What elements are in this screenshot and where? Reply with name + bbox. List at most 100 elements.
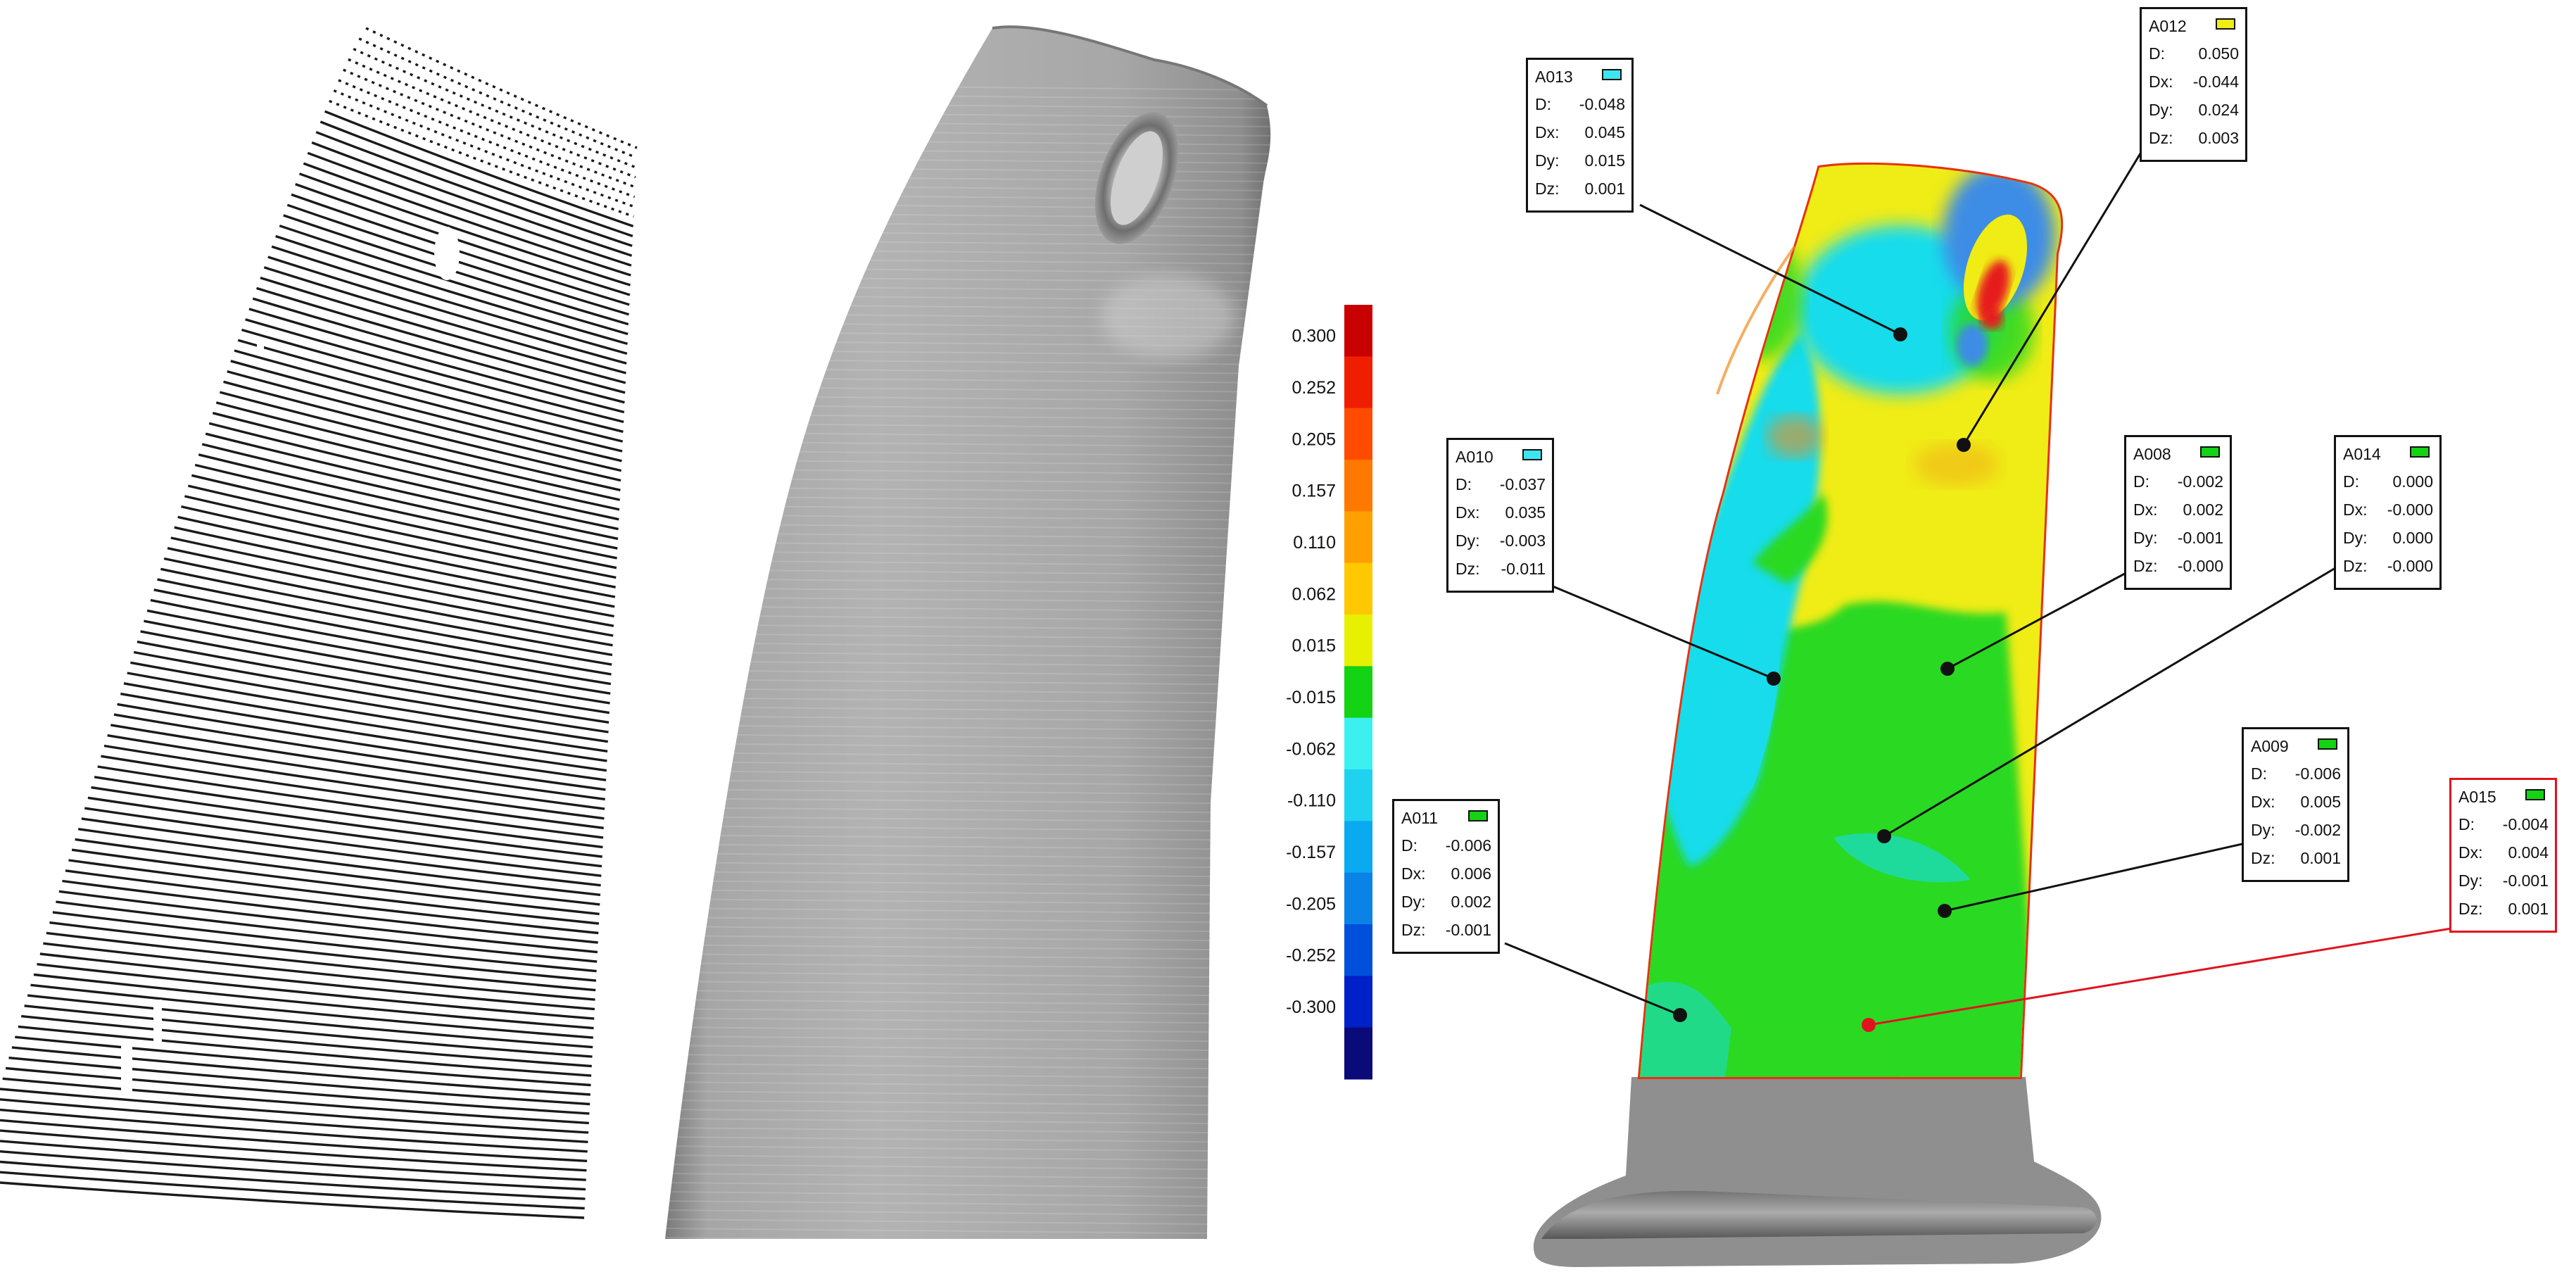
model-striation	[665, 1100, 1271, 1107]
annotation-color-swatch	[1468, 810, 1488, 821]
scan-line	[167, 547, 614, 637]
annotation-value: 0.001	[1584, 180, 1625, 198]
annotation-value: -0.000	[2387, 557, 2433, 575]
model-striation	[665, 1072, 1271, 1079]
scan-line	[146, 609, 611, 695]
annotation-value: -0.006	[1445, 836, 1491, 855]
color-bar-segment	[1344, 1027, 1372, 1080]
model-striation	[665, 1045, 1271, 1052]
scan-line	[205, 432, 619, 531]
model-striation	[665, 1145, 1271, 1152]
annotation-value: 0.000	[2392, 529, 2433, 547]
model-striation	[665, 917, 1271, 924]
scan-line	[170, 536, 614, 627]
annotation-value: 0.006	[1451, 864, 1491, 883]
annotation-row: Dy: -0.001	[2133, 529, 2223, 550]
annotation-key: Dx:	[2251, 793, 2275, 811]
annotation-row: Dy: -0.002	[2251, 821, 2341, 842]
annotation-row: Dy: 0.024	[2149, 101, 2239, 122]
annotation-a012[interactable]: A012 D: 0.050 Dx: -0.044 Dy: 0.024 Dz: 0.003	[2140, 7, 2247, 162]
annotation-value: 0.050	[2198, 44, 2239, 63]
scan-line	[245, 318, 624, 424]
scan-line	[163, 557, 613, 647]
scan-line	[215, 401, 621, 501]
annotation-row: D: -0.006	[1401, 836, 1491, 857]
scan-line	[227, 370, 622, 472]
color-bar-tick-label: 0.110	[1293, 533, 1336, 553]
scan-line	[84, 807, 602, 877]
annotation-key: Dz:	[1535, 180, 1560, 198]
annotation-a008[interactable]: A008 D: -0.002 Dx: 0.002 Dy: -0.001 Dz: -0.000	[2124, 435, 2232, 590]
shaded-scan-model	[665, 25, 1271, 1240]
scan-line	[157, 578, 612, 666]
annotation-key: D:	[2458, 815, 2475, 833]
color-bar-tick-label: 0.205	[1292, 429, 1336, 449]
anchor-point-a010	[1767, 672, 1781, 686]
model-striation	[665, 1035, 1271, 1043]
scan-line	[62, 879, 598, 944]
annotation-key: Dz:	[2251, 849, 2275, 867]
scan-line	[52, 911, 597, 973]
scan-line	[77, 828, 601, 896]
anchor-point-a013	[1893, 327, 1907, 341]
color-bar-tick-label: -0.205	[1286, 894, 1336, 914]
annotation-value: -0.004	[2502, 815, 2549, 833]
color-bar-segment	[1344, 511, 1372, 564]
model-striation	[665, 898, 1271, 905]
scan-line	[15, 1035, 591, 1087]
scan-line	[184, 495, 616, 588]
color-bar-tick-label: -0.300	[1286, 997, 1336, 1017]
annotation-row: Dx: -0.044	[2149, 73, 2239, 94]
scan-line	[248, 308, 625, 414]
scan-line	[219, 391, 621, 491]
model-striation	[665, 1219, 1271, 1226]
deviation-map	[1533, 162, 2102, 1267]
annotation-a015[interactable]: A015 D: -0.004 Dx: 0.004 Dy: -0.001 Dz: 0.001	[2449, 778, 2557, 933]
scan-line	[101, 755, 604, 829]
model-striation	[665, 999, 1271, 1006]
scan-line	[212, 412, 620, 511]
annotation-row: Dz: -0.000	[2343, 557, 2433, 578]
annotation-a009[interactable]: A009 D: -0.006 Dx: 0.005 Dy: -0.002 Dz: 0.001	[2242, 727, 2349, 882]
model-striation	[665, 788, 1271, 795]
color-bar-tick-label: -0.110	[1287, 791, 1336, 811]
annotation-value: -0.006	[2294, 764, 2341, 783]
model-striation	[665, 1054, 1271, 1061]
annotation-value: -0.002	[2294, 821, 2341, 839]
annotation-color-swatch	[1602, 69, 1622, 80]
annotation-id: A014	[2343, 445, 2381, 463]
annotation-a013[interactable]: A013 D: -0.048 Dx: 0.045 Dy: 0.015 Dz: 0.001	[1526, 58, 1634, 213]
model-striation	[665, 871, 1271, 878]
annotation-key: D:	[2149, 44, 2165, 63]
color-bar-segment	[1344, 769, 1372, 821]
annotation-row: Dz: 0.001	[1535, 180, 1625, 201]
scan-line	[94, 776, 603, 849]
annotation-a014[interactable]: A014 D: 0.000 Dx: -0.000 Dy: 0.000 Dz: -0.000	[2334, 435, 2442, 590]
annotation-row: Dx: 0.006	[1401, 864, 1491, 886]
scan-line	[252, 297, 625, 404]
model-surface-striations	[665, 84, 1271, 1240]
model-striation	[665, 834, 1271, 841]
annotation-a010[interactable]: A010 D: -0.037 Dx: 0.035 Dy: -0.003 Dz: -0.011	[1446, 438, 1554, 593]
annotation-color-swatch	[2216, 18, 2235, 30]
annotation-a011[interactable]: A011 D: -0.006 Dx: 0.006 Dy: 0.002 Dz: -0.001	[1392, 799, 1500, 954]
annotation-key: D:	[2343, 472, 2359, 491]
model-striation	[665, 843, 1271, 850]
annotation-key: Dx:	[1456, 503, 1480, 522]
scan-line	[181, 505, 616, 598]
model-striation	[665, 743, 1271, 750]
annotation-value: -0.002	[2177, 472, 2223, 491]
model-striation	[665, 935, 1271, 942]
model-striation	[665, 733, 1271, 741]
annotation-key: Dy:	[2251, 821, 2275, 839]
scan-line	[140, 630, 610, 714]
model-striation	[665, 798, 1271, 805]
annotation-key: Dy:	[2133, 529, 2158, 547]
annotation-value: 0.005	[2300, 793, 2341, 811]
scan-line	[153, 588, 612, 676]
scan-line	[43, 942, 595, 1001]
model-striation	[665, 926, 1271, 933]
deviation-color-scale: 0.300 0.252 0.205 0.157 0.110 0.062 0.015 -0.01…	[1286, 305, 1372, 1080]
model-striation	[665, 1191, 1271, 1198]
model-striation	[665, 1109, 1271, 1116]
